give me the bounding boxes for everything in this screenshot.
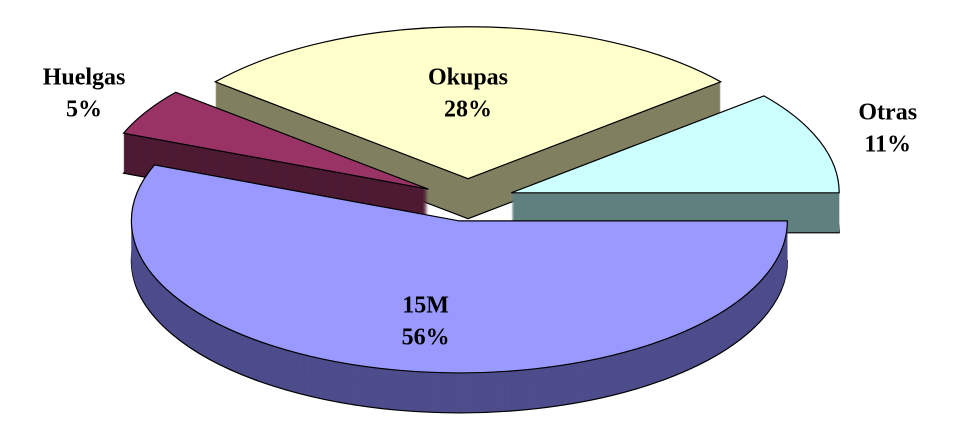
slice-group (213, 26, 723, 220)
slice-value-label: 56% (402, 325, 450, 351)
slice (130, 164, 788, 374)
slice-value-label: 11% (864, 131, 911, 157)
slice (213, 26, 723, 180)
slice-label: 15M (402, 293, 449, 319)
slice-group (130, 164, 788, 414)
slice (510, 95, 840, 194)
slice-label: Otras (858, 99, 917, 125)
slice-label: Okupas (428, 65, 508, 91)
slice-group (510, 95, 840, 234)
slice-label: Huelgas (43, 64, 126, 90)
slice-value-label: 28% (444, 97, 492, 123)
slice-value-label: 5% (66, 96, 102, 122)
slice (122, 91, 429, 190)
